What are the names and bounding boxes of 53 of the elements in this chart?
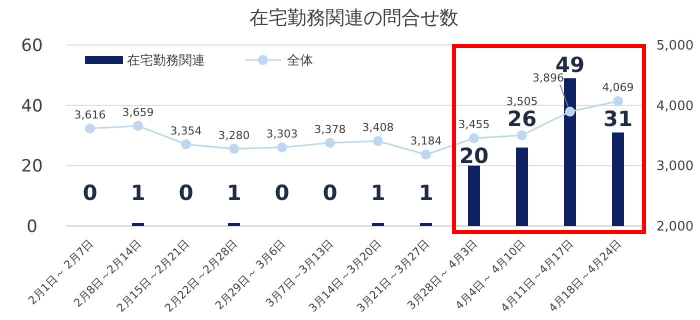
data-label: 1 — [418, 181, 434, 205]
data-label: 0 — [322, 181, 338, 205]
point — [421, 150, 431, 160]
data-label: 3,455 — [458, 118, 490, 132]
data-label: 0 — [82, 181, 98, 205]
point — [277, 142, 287, 152]
data-label: 26 — [507, 107, 537, 132]
point — [181, 139, 191, 150]
point — [229, 144, 239, 154]
data-label: 4,069 — [602, 81, 634, 94]
data-label: 3,280 — [218, 128, 250, 142]
point — [613, 96, 623, 106]
bar — [132, 222, 144, 226]
data-label: 31 — [603, 107, 633, 132]
data-label: 3,378 — [314, 122, 346, 136]
legend-label: 全体 — [287, 54, 313, 69]
data-label: 3,505 — [506, 95, 538, 108]
bar — [420, 222, 432, 226]
data-label: 1 — [226, 181, 242, 205]
data-label: 1 — [130, 181, 146, 205]
point — [133, 120, 143, 131]
bar — [612, 132, 624, 226]
y2-tick-label: 3,000 — [656, 159, 694, 174]
data-label: 3,659 — [122, 106, 154, 119]
y-tick-label: 40 — [21, 96, 43, 116]
point — [325, 138, 335, 148]
y2-tick-label: 2,000 — [656, 220, 694, 235]
data-label: 3,616 — [74, 108, 106, 122]
point — [517, 130, 527, 140]
y-tick-label: 60 — [21, 36, 43, 56]
point — [565, 106, 575, 117]
y-tick-label: 0 — [26, 216, 38, 237]
data-label: 0 — [178, 181, 194, 205]
data-label: 0 — [274, 181, 290, 205]
bar — [228, 222, 240, 226]
bar — [468, 166, 480, 226]
bar — [372, 222, 384, 226]
y2-tick-label: 4,000 — [656, 98, 694, 114]
chart-title: 在宅勤務関連の問合せ数 — [250, 7, 458, 29]
point — [469, 133, 479, 144]
bar — [516, 148, 528, 226]
point — [85, 124, 95, 134]
data-label: 20 — [459, 144, 489, 168]
legend-label: 在宅勤務関連 — [127, 52, 205, 69]
data-label: 3,184 — [410, 134, 442, 148]
data-label: 1 — [370, 181, 386, 205]
point — [373, 136, 383, 146]
data-label: 3,303 — [266, 127, 298, 140]
y2-tick-label: 5,000 — [656, 38, 694, 54]
bar — [564, 78, 576, 226]
y-tick-label: 20 — [21, 156, 43, 177]
data-label: 3,354 — [170, 124, 202, 138]
data-label: 3,408 — [362, 121, 394, 134]
